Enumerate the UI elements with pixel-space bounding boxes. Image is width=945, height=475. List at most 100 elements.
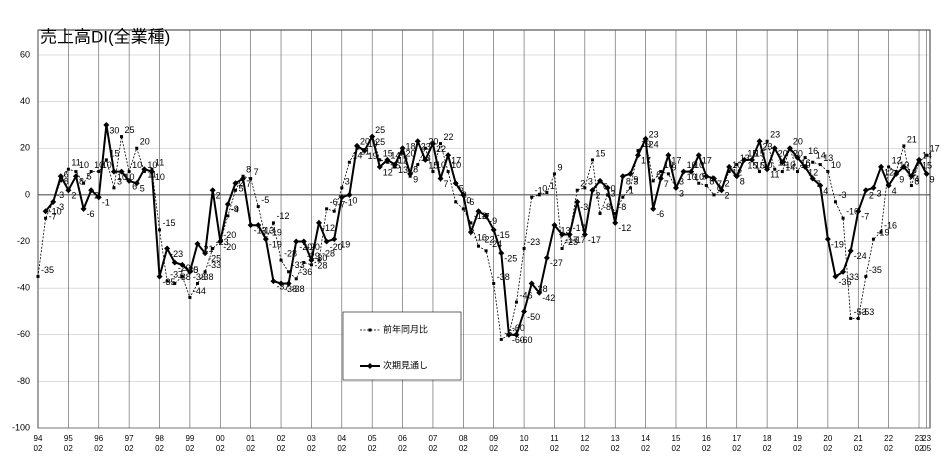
data-label: 12 [732, 167, 742, 177]
point [325, 207, 329, 211]
point [642, 135, 649, 142]
data-label: -38 [535, 284, 548, 294]
point [758, 170, 762, 174]
point [270, 278, 277, 285]
data-label: 10 [687, 172, 697, 182]
data-label: 3 [876, 188, 881, 198]
data-label: -9 [489, 216, 497, 226]
data-label: 15 [747, 148, 757, 158]
data-label: 5 [87, 172, 92, 182]
data-label: -23 [565, 237, 578, 247]
data-label: -3 [56, 202, 64, 212]
data-label: 10 [132, 160, 142, 170]
data-label: 13 [398, 165, 408, 175]
point [780, 170, 784, 174]
data-label: -20 [330, 242, 343, 252]
legend-box [342, 311, 462, 381]
data-label: -21 [200, 244, 213, 254]
point [232, 180, 239, 187]
point [871, 237, 875, 241]
data-label: -1 [345, 198, 353, 208]
data-label: -3 [838, 190, 846, 200]
point [657, 175, 664, 182]
data-label: -38 [178, 272, 191, 282]
data-label: 12 [907, 167, 917, 177]
data-label: -13 [254, 226, 267, 236]
data-label: 5 [238, 184, 243, 194]
data-label: -36 [299, 267, 312, 277]
data-label: 3 [588, 176, 593, 186]
data-label: -33 [292, 260, 305, 270]
point [452, 180, 459, 187]
point [293, 238, 300, 245]
x-tick-label: 23 02 [914, 434, 924, 453]
data-label: -22 [482, 235, 495, 245]
x-tick-label: 01 02 [246, 434, 256, 453]
data-label: 8 [914, 177, 919, 187]
data-label: -8 [603, 202, 611, 212]
point [832, 273, 839, 280]
data-label: -16 [474, 233, 487, 243]
data-label: 2 [71, 191, 76, 201]
point [856, 316, 860, 320]
point [833, 200, 837, 204]
data-label: -19 [337, 240, 350, 250]
point [902, 144, 906, 148]
data-label: -24 [854, 251, 867, 261]
x-tick-label: 08 02 [458, 434, 468, 453]
data-label: -62 [504, 328, 517, 338]
data-label: -1 [102, 198, 110, 208]
point [803, 156, 807, 160]
data-label: -60 [512, 335, 525, 345]
point [583, 186, 587, 190]
data-label: 3 [679, 176, 684, 186]
point [818, 163, 822, 167]
point [498, 250, 505, 257]
point [255, 222, 262, 229]
data-label: 20 [793, 149, 803, 159]
data-label: 3 [633, 176, 638, 186]
data-label: 17 [930, 144, 940, 154]
data-label: -3 [580, 202, 588, 212]
point [72, 173, 79, 180]
x-tick-label: 23 05 [922, 434, 932, 453]
x-tick-label: 11 02 [550, 434, 559, 453]
point [522, 246, 526, 250]
data-label: 7 [717, 179, 722, 189]
x-tick-label: 02 02 [276, 434, 286, 453]
point [612, 219, 619, 226]
data-label: -44 [193, 286, 206, 296]
point [764, 166, 771, 173]
point [279, 258, 283, 262]
point [118, 168, 125, 175]
point [636, 149, 640, 153]
point [287, 270, 291, 274]
x-tick-label: 94 02 [33, 434, 43, 453]
data-label: -20 [223, 242, 236, 252]
data-label: 1 [550, 181, 555, 191]
data-label: 3 [117, 176, 122, 186]
data-label: 5 [140, 184, 145, 194]
point [621, 195, 625, 199]
point [401, 151, 405, 155]
data-label: 20 [406, 149, 416, 159]
point [712, 193, 716, 197]
point [141, 166, 148, 173]
data-label: -37 [170, 270, 183, 280]
data-label: 7 [254, 167, 259, 177]
point [42, 208, 49, 215]
point [697, 181, 701, 185]
point [505, 331, 512, 338]
data-label: 8 [246, 165, 251, 175]
data-label: 12 [398, 155, 408, 165]
data-label: -4 [231, 205, 239, 215]
point [796, 170, 799, 174]
data-label: -29 [307, 251, 320, 261]
y-tick-label: -20 [17, 236, 30, 246]
data-label: -17 [588, 235, 601, 245]
point [469, 221, 473, 225]
plot-frame [37, 29, 931, 429]
point [188, 295, 192, 299]
point [332, 209, 336, 213]
